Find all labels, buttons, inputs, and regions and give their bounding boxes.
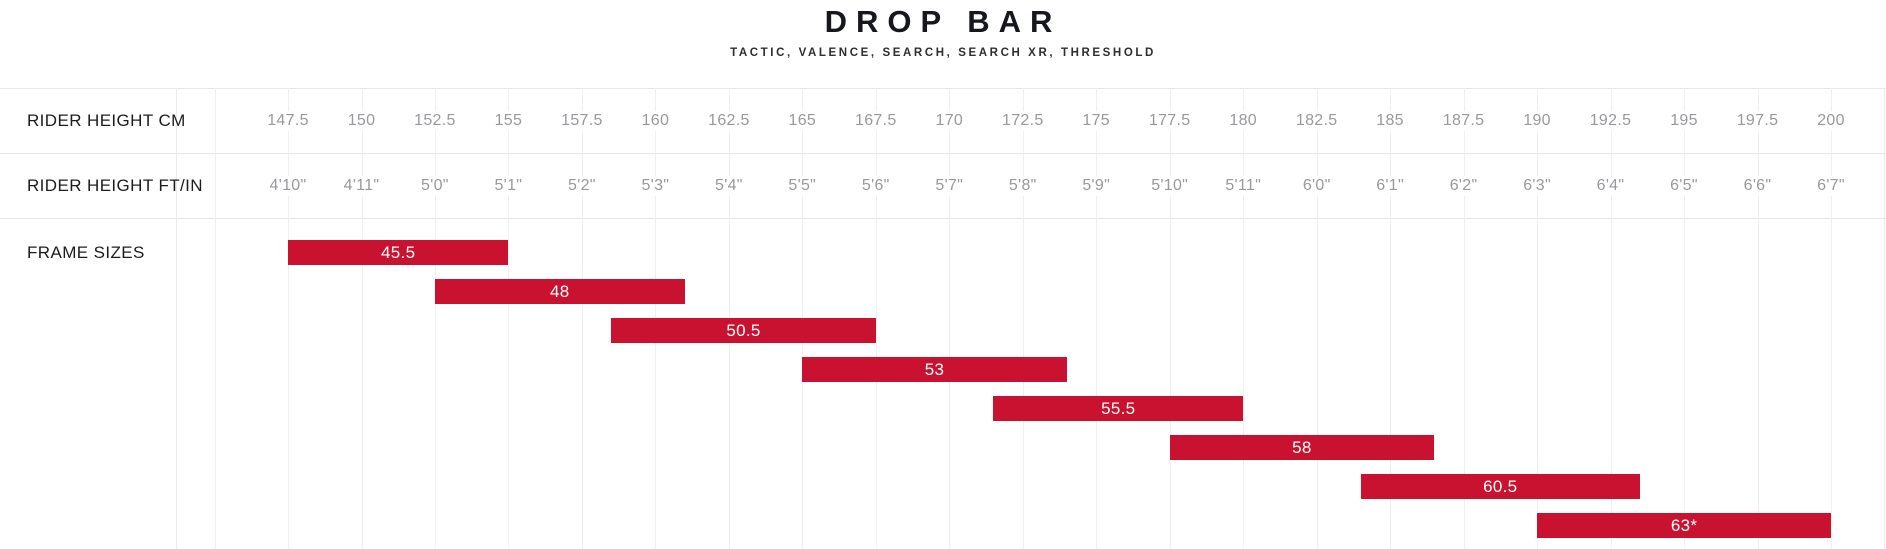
bar-label: 53 bbox=[924, 359, 945, 379]
frame-size-bar: 63* bbox=[1537, 513, 1831, 538]
cm-tick-label: 195 bbox=[1666, 111, 1702, 131]
table-right-border bbox=[1884, 88, 1885, 549]
chart-title: DROP BAR bbox=[824, 4, 1062, 39]
frame-size-bar: 55.5 bbox=[993, 396, 1244, 421]
bar-label: 45.5 bbox=[381, 242, 416, 262]
bar-label: 63* bbox=[1670, 515, 1698, 535]
ftin-tick-label: 5'9" bbox=[1078, 176, 1115, 196]
ftin-tick-label: 5'10" bbox=[1147, 176, 1193, 196]
ftin-tick-label: 6'2" bbox=[1445, 176, 1482, 196]
frame-size-bar: 50.5 bbox=[611, 318, 876, 343]
grid-line bbox=[1757, 88, 1759, 549]
cm-tick-label: 187.5 bbox=[1438, 111, 1489, 131]
cm-tick-label: 172.5 bbox=[998, 111, 1048, 131]
bar-label: 48 bbox=[550, 281, 570, 301]
ftin-tick-label: 5'2" bbox=[564, 176, 600, 196]
grid-line bbox=[1096, 88, 1098, 549]
ftin-tick-label: 5'6" bbox=[857, 176, 894, 196]
chart-subtitle: TACTIC, VALENCE, SEARCH, SEARCH XR, THRE… bbox=[730, 47, 1156, 59]
frame-size-bar: 45.5 bbox=[288, 240, 509, 265]
cm-tick-label: 200 bbox=[1813, 111, 1849, 131]
ftin-tick-label: 5'7" bbox=[931, 176, 968, 196]
ftin-tick-label: 6'7" bbox=[1813, 176, 1849, 196]
row-label-rider-height-cm: RIDER HEIGHT CM bbox=[27, 111, 186, 130]
grid-line bbox=[1537, 88, 1539, 549]
ftin-tick-label: 4'10" bbox=[265, 176, 311, 196]
grid-line bbox=[508, 88, 510, 549]
row-divider-1 bbox=[0, 153, 1886, 154]
ftin-tick-label: 6'4" bbox=[1592, 176, 1629, 196]
grid-line bbox=[1610, 88, 1612, 549]
ftin-tick-label: 5'4" bbox=[711, 176, 747, 196]
cm-tick-label: 180 bbox=[1225, 111, 1261, 131]
frame-size-bar: 53 bbox=[802, 357, 1067, 382]
bar-label: 60.5 bbox=[1483, 476, 1518, 496]
ftin-tick-label: 4'11" bbox=[339, 176, 384, 196]
ftin-tick-label: 5'8" bbox=[1004, 176, 1041, 196]
cm-tick-label: 170 bbox=[931, 111, 968, 131]
row-label-frame-sizes: FRAME SIZES bbox=[27, 243, 145, 262]
cm-tick-label: 152.5 bbox=[410, 111, 460, 131]
cm-tick-label: 192.5 bbox=[1585, 111, 1636, 131]
label-column-border bbox=[176, 88, 177, 549]
cm-tick-label: 162.5 bbox=[704, 111, 754, 131]
grid-line bbox=[361, 88, 363, 549]
grid-line bbox=[1463, 88, 1465, 549]
table-top-border bbox=[0, 88, 1886, 89]
frame-size-bar: 48 bbox=[434, 279, 685, 304]
ftin-tick-label: 5'0" bbox=[417, 176, 453, 196]
ftin-tick-label: 6'0" bbox=[1298, 176, 1335, 196]
frame-size-bar: 60.5 bbox=[1360, 474, 1640, 499]
grid-line bbox=[1684, 88, 1685, 549]
cm-tick-label: 160 bbox=[637, 111, 674, 131]
ftin-tick-label: 6'3" bbox=[1519, 176, 1555, 196]
ftin-tick-label: 5'1" bbox=[490, 176, 527, 196]
cm-tick-label: 147.5 bbox=[263, 111, 313, 131]
ftin-tick-label: 5'11" bbox=[1221, 176, 1266, 196]
ftin-tick-label: 6'6" bbox=[1739, 176, 1776, 196]
grid-line bbox=[1316, 88, 1318, 549]
ftin-tick-label: 5'3" bbox=[637, 176, 674, 196]
row-divider-2 bbox=[0, 218, 1886, 219]
grid-line bbox=[1390, 88, 1392, 549]
cm-tick-label: 175 bbox=[1078, 111, 1114, 131]
cm-tick-label: 177.5 bbox=[1144, 111, 1195, 131]
cm-tick-label: 150 bbox=[343, 111, 380, 131]
grid-line bbox=[1243, 88, 1245, 549]
bar-label: 50.5 bbox=[726, 320, 761, 340]
cm-tick-label: 182.5 bbox=[1291, 111, 1342, 131]
cm-tick-label: 185 bbox=[1372, 111, 1408, 131]
cm-tick-label: 157.5 bbox=[557, 111, 607, 131]
grid-line bbox=[1022, 88, 1024, 549]
grid-line bbox=[581, 88, 583, 549]
grid-line bbox=[949, 88, 951, 549]
frame-size-bar: 58 bbox=[1169, 435, 1435, 460]
ftin-tick-label: 6'5" bbox=[1666, 176, 1702, 196]
grid-line bbox=[434, 88, 436, 549]
cm-tick-label: 197.5 bbox=[1732, 111, 1783, 131]
ftin-tick-label: 6'1" bbox=[1372, 176, 1408, 196]
grid-line bbox=[1831, 88, 1832, 549]
bar-label: 58 bbox=[1292, 437, 1312, 457]
cm-tick-label: 167.5 bbox=[851, 111, 901, 131]
grid-line bbox=[1169, 88, 1171, 549]
cm-tick-label: 190 bbox=[1519, 111, 1555, 131]
grid-line bbox=[288, 88, 289, 549]
row-label-rider-height-ftin: RIDER HEIGHT FT/IN bbox=[27, 176, 203, 195]
bar-label: 55.5 bbox=[1101, 398, 1136, 418]
grid-line bbox=[875, 88, 877, 549]
ftin-tick-label: 5'5" bbox=[784, 176, 821, 196]
cm-tick-label: 155 bbox=[490, 111, 527, 131]
grid-line bbox=[214, 88, 216, 549]
cm-tick-label: 165 bbox=[784, 111, 821, 131]
